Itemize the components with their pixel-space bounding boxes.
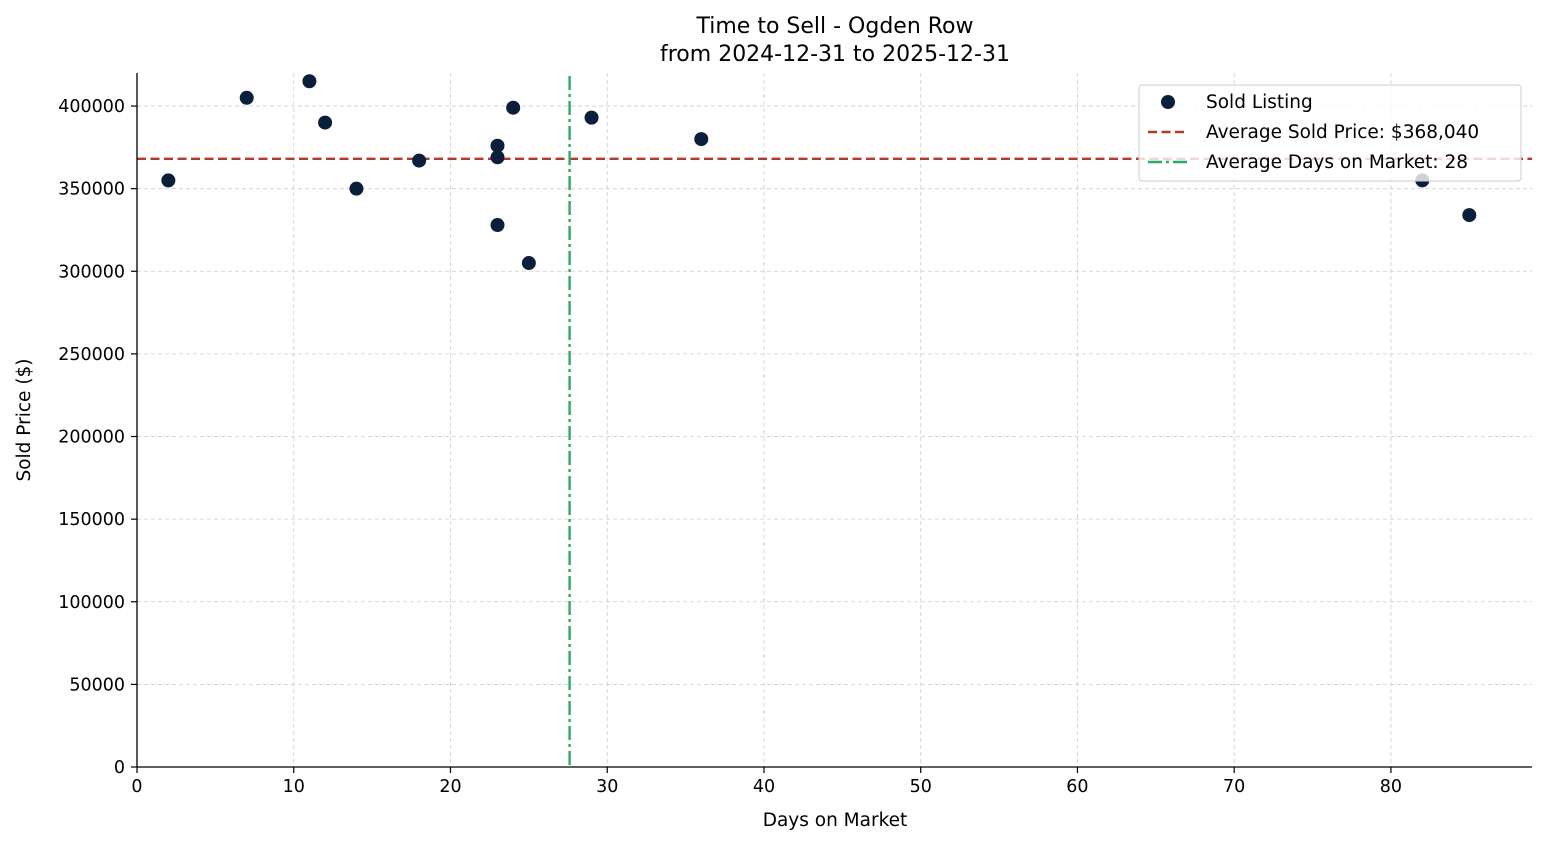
y-tick-label-50000: 50000 [69, 675, 125, 695]
x-axis-ticks: 0 10 20 30 40 50 60 70 80 [131, 767, 1402, 797]
x-tick-label-0: 0 [131, 777, 142, 797]
x-tick-label-10: 10 [283, 777, 305, 797]
x-tick-label-30: 30 [596, 777, 618, 797]
data-point-11 [521, 256, 536, 271]
data-point-1 [161, 173, 176, 188]
legend-box [1138, 84, 1522, 182]
data-point-5 [349, 181, 364, 196]
data-point-15 [1462, 208, 1477, 223]
x-tick-label-70: 70 [1223, 777, 1245, 797]
legend: Sold Listing Average Sold Price: $368,04… [1138, 84, 1522, 182]
data-point-12 [584, 110, 599, 125]
x-tick-label-20: 20 [439, 777, 461, 797]
data-point-10 [506, 100, 521, 115]
x-tick-label-50: 50 [910, 777, 932, 797]
data-point-4 [318, 115, 333, 130]
data-points [161, 74, 1477, 271]
y-tick-label-0: 0 [114, 758, 125, 778]
legend-marker-sold-listing [1161, 95, 1175, 109]
legend-label-average-days: Average Days on Market: 28 [1206, 152, 1468, 173]
y-tick-label-400000: 400000 [58, 97, 125, 117]
data-point-13 [694, 132, 709, 147]
data-point-2 [239, 90, 254, 105]
legend-label-sold-listing: Sold Listing [1206, 92, 1313, 113]
data-point-8 [490, 150, 505, 165]
x-tick-label-40: 40 [753, 777, 775, 797]
y-tick-label-250000: 250000 [58, 345, 125, 365]
y-tick-label-150000: 150000 [58, 510, 125, 530]
data-point-9 [490, 218, 505, 233]
x-axis-label: Days on Market [763, 810, 908, 831]
y-axis-label: Sold Price ($) [14, 358, 35, 481]
y-axis-ticks: 0 50000 100000 150000 200000 250000 300000 3500… [58, 97, 137, 778]
data-point-3 [302, 74, 317, 89]
x-tick-label-60: 60 [1066, 777, 1088, 797]
chart-title-line-1: Time to Sell - Ogden Row [695, 14, 973, 39]
y-tick-label-350000: 350000 [58, 180, 125, 200]
y-tick-label-200000: 200000 [58, 428, 125, 448]
data-point-7 [490, 138, 505, 153]
x-tick-label-80: 80 [1380, 777, 1402, 797]
y-tick-label-100000: 100000 [58, 593, 125, 613]
data-point-6 [412, 153, 427, 168]
legend-label-average-sold-price: Average Sold Price: $368,040 [1206, 122, 1479, 143]
y-tick-label-300000: 300000 [58, 262, 125, 282]
chart-title-line-2: from 2024-12-31 to 2025-12-31 [660, 42, 1010, 67]
